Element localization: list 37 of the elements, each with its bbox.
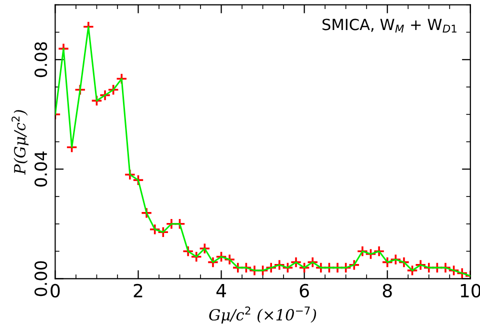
- point: [140, 207, 152, 219]
- point: [157, 226, 169, 238]
- y-axis-title: P(Gμ/c$^{2}$): [12, 110, 29, 175]
- point: [132, 174, 144, 186]
- x-tick-label: 2: [134, 284, 142, 298]
- point: [124, 168, 136, 180]
- point: [257, 264, 269, 276]
- x-tick-label: 0: [50, 284, 60, 298]
- point: [448, 264, 460, 276]
- point: [116, 73, 128, 85]
- y-tick-label: 0.04: [34, 152, 48, 187]
- x-tick-label: 4: [216, 284, 226, 298]
- point: [456, 267, 468, 279]
- point: [224, 254, 236, 266]
- point: [274, 259, 286, 271]
- point: [174, 218, 186, 230]
- point: [390, 254, 402, 266]
- point: [373, 245, 385, 258]
- point: [364, 248, 377, 260]
- x-axis-title: Gμ/c$^{2}$ (×10$^{−7}$): [209, 306, 316, 324]
- x-tick-label: 6: [300, 284, 309, 298]
- point: [398, 256, 410, 268]
- point: [382, 256, 394, 268]
- point: [356, 245, 368, 258]
- point: [248, 264, 260, 276]
- x-tick-label: 8: [382, 284, 392, 298]
- point: [149, 224, 161, 236]
- point: [265, 262, 277, 274]
- point: [190, 250, 202, 263]
- point: [166, 218, 178, 230]
- point: [348, 259, 360, 271]
- point: [182, 245, 194, 258]
- annotation: SMICA, W$_{M}$ + W$_{D1}$: [322, 18, 456, 33]
- point: [74, 84, 86, 96]
- y-tick-label: 0.08: [34, 42, 48, 78]
- y-tick-label: 0.00: [34, 261, 48, 296]
- point: [198, 242, 210, 254]
